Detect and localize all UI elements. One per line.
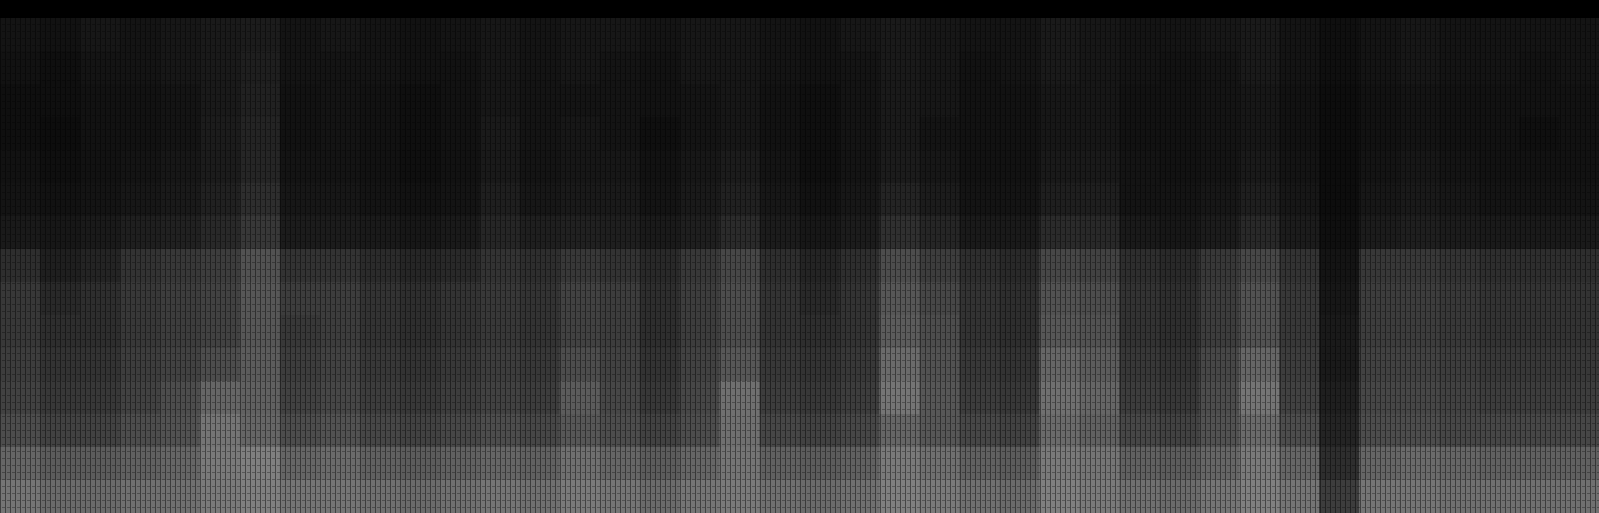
cells: [0, 18, 1599, 513]
spectrogram: [0, 0, 1599, 513]
background: [0, 0, 1599, 513]
texture: [0, 18, 1599, 513]
page: {"chart_data": {"type": "heatmap", "tick…: [0, 0, 1599, 513]
